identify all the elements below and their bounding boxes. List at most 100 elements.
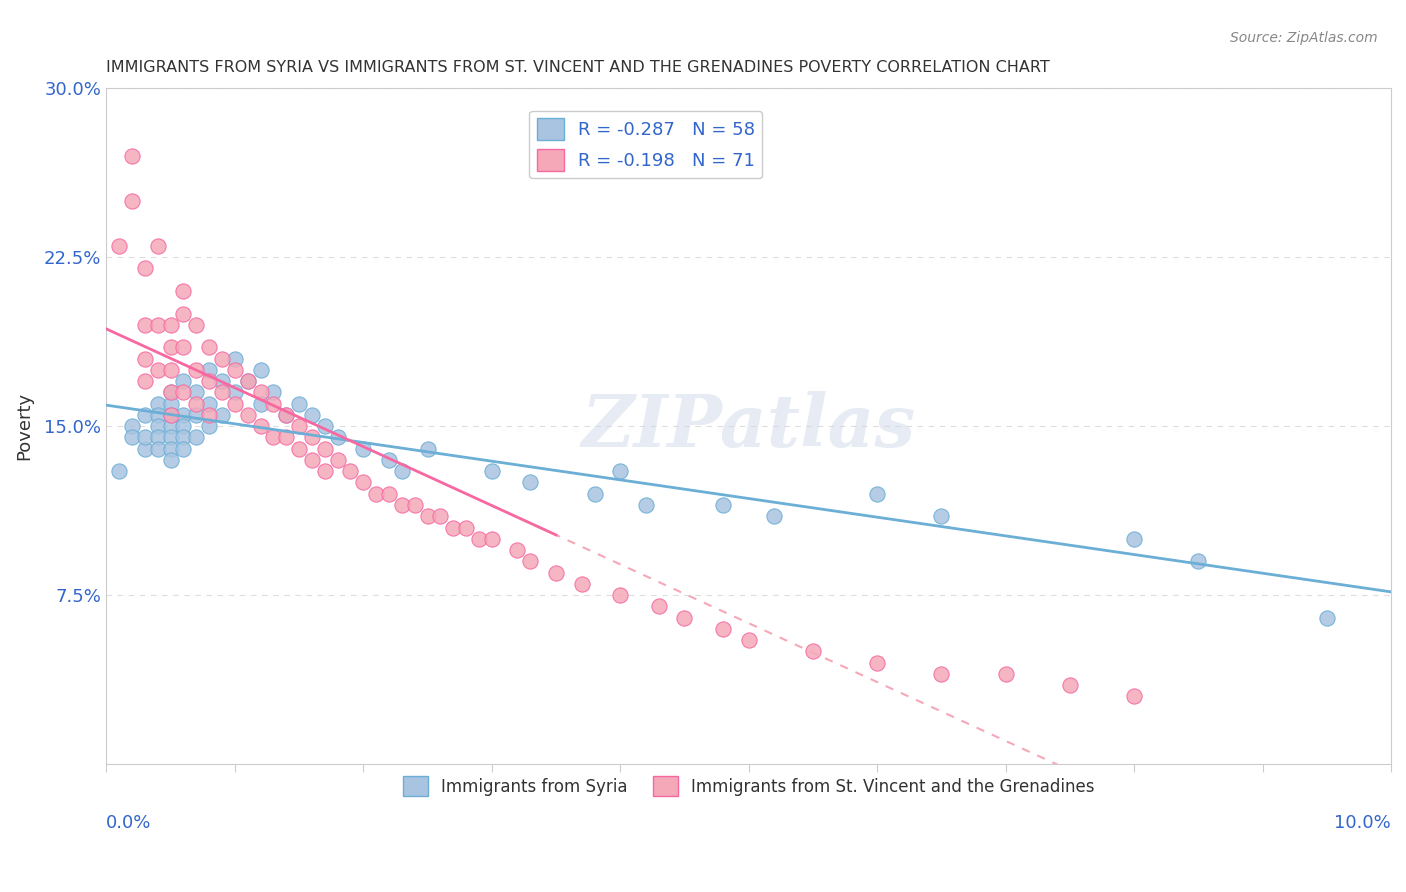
Point	[159, 408, 181, 422]
Point	[391, 498, 413, 512]
Point	[1187, 554, 1209, 568]
Point	[236, 374, 259, 388]
Point	[994, 667, 1017, 681]
Point	[186, 408, 208, 422]
Point	[198, 419, 221, 434]
Point	[186, 318, 208, 332]
Point	[172, 385, 194, 400]
Point	[711, 498, 734, 512]
Point	[609, 464, 631, 478]
Point	[159, 396, 181, 410]
Point	[249, 385, 271, 400]
Point	[198, 374, 221, 388]
Point	[378, 487, 401, 501]
Point	[146, 396, 169, 410]
Point	[1316, 610, 1339, 624]
Point	[763, 509, 786, 524]
Y-axis label: Poverty: Poverty	[15, 392, 32, 460]
Point	[146, 430, 169, 444]
Point	[314, 464, 336, 478]
Point	[262, 385, 284, 400]
Point	[634, 498, 657, 512]
Point	[648, 599, 671, 614]
Point	[249, 396, 271, 410]
Point	[159, 363, 181, 377]
Point	[211, 385, 233, 400]
Point	[198, 408, 221, 422]
Point	[224, 363, 246, 377]
Point	[326, 430, 349, 444]
Point	[186, 396, 208, 410]
Point	[866, 487, 889, 501]
Point	[236, 374, 259, 388]
Point	[288, 396, 311, 410]
Point	[159, 453, 181, 467]
Point	[454, 520, 477, 534]
Point	[288, 419, 311, 434]
Point	[172, 408, 194, 422]
Point	[481, 464, 503, 478]
Point	[134, 318, 156, 332]
Point	[134, 374, 156, 388]
Point	[198, 363, 221, 377]
Point	[1059, 678, 1081, 692]
Point	[224, 351, 246, 366]
Point	[1123, 532, 1146, 546]
Point	[134, 430, 156, 444]
Point	[366, 487, 388, 501]
Point	[159, 318, 181, 332]
Point	[314, 442, 336, 456]
Point	[134, 351, 156, 366]
Point	[314, 419, 336, 434]
Point	[198, 396, 221, 410]
Point	[801, 644, 824, 658]
Point	[609, 588, 631, 602]
Point	[211, 374, 233, 388]
Point	[673, 610, 696, 624]
Point	[416, 442, 439, 456]
Point	[159, 385, 181, 400]
Point	[146, 442, 169, 456]
Point	[211, 408, 233, 422]
Point	[108, 239, 131, 253]
Point	[711, 622, 734, 636]
Point	[301, 408, 323, 422]
Point	[249, 419, 271, 434]
Point	[571, 577, 593, 591]
Point	[159, 385, 181, 400]
Point	[931, 509, 953, 524]
Text: ZIPatlas: ZIPatlas	[582, 391, 915, 462]
Point	[159, 340, 181, 354]
Point	[339, 464, 361, 478]
Point	[468, 532, 491, 546]
Point	[108, 464, 131, 478]
Point	[301, 430, 323, 444]
Point	[159, 442, 181, 456]
Point	[519, 475, 541, 490]
Point	[134, 408, 156, 422]
Point	[404, 498, 426, 512]
Point	[146, 239, 169, 253]
Point	[146, 408, 169, 422]
Point	[352, 442, 374, 456]
Point	[288, 442, 311, 456]
Point	[172, 419, 194, 434]
Point	[134, 442, 156, 456]
Text: Source: ZipAtlas.com: Source: ZipAtlas.com	[1230, 31, 1378, 45]
Point	[544, 566, 567, 580]
Point	[121, 430, 143, 444]
Point	[121, 419, 143, 434]
Point	[583, 487, 606, 501]
Point	[172, 306, 194, 320]
Point	[519, 554, 541, 568]
Text: IMMIGRANTS FROM SYRIA VS IMMIGRANTS FROM ST. VINCENT AND THE GRENADINES POVERTY : IMMIGRANTS FROM SYRIA VS IMMIGRANTS FROM…	[107, 60, 1050, 75]
Point	[211, 351, 233, 366]
Point	[146, 419, 169, 434]
Point	[146, 363, 169, 377]
Point	[121, 194, 143, 208]
Point	[172, 430, 194, 444]
Point	[262, 430, 284, 444]
Point	[276, 408, 298, 422]
Point	[276, 430, 298, 444]
Point	[378, 453, 401, 467]
